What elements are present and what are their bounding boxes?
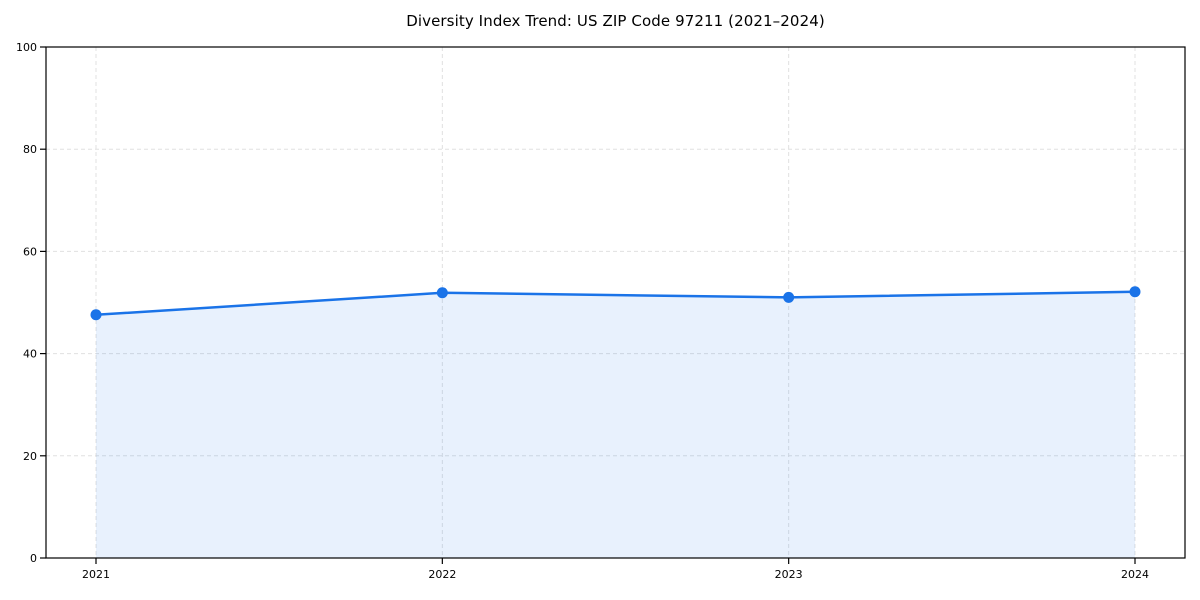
chart-title: Diversity Index Trend: US ZIP Code 97211… [406, 12, 825, 30]
plot-border [45, 46, 1186, 559]
y-axis-tick-label: 100 [16, 41, 37, 54]
area-fill [96, 291, 1135, 558]
y-axis-tick-label: 20 [23, 450, 37, 463]
x-axis-tick-label: 2021 [82, 568, 110, 581]
y-axis-tick-label: 0 [30, 552, 37, 565]
data-point-2023 [783, 291, 795, 303]
y-axis-tick-label: 40 [23, 348, 37, 361]
x-axis-tick-label: 2022 [428, 568, 456, 581]
trend-line [94, 290, 1137, 317]
y-axis-tick-label: 80 [23, 143, 37, 156]
data-point-2024 [1129, 286, 1141, 298]
x-axis-tick-label: 2023 [775, 568, 803, 581]
y-axis-tick-label: 60 [23, 245, 37, 258]
x-axis-tick-label: 2024 [1121, 568, 1149, 581]
data-point-2021 [90, 309, 102, 321]
data-point-2022 [436, 287, 448, 299]
